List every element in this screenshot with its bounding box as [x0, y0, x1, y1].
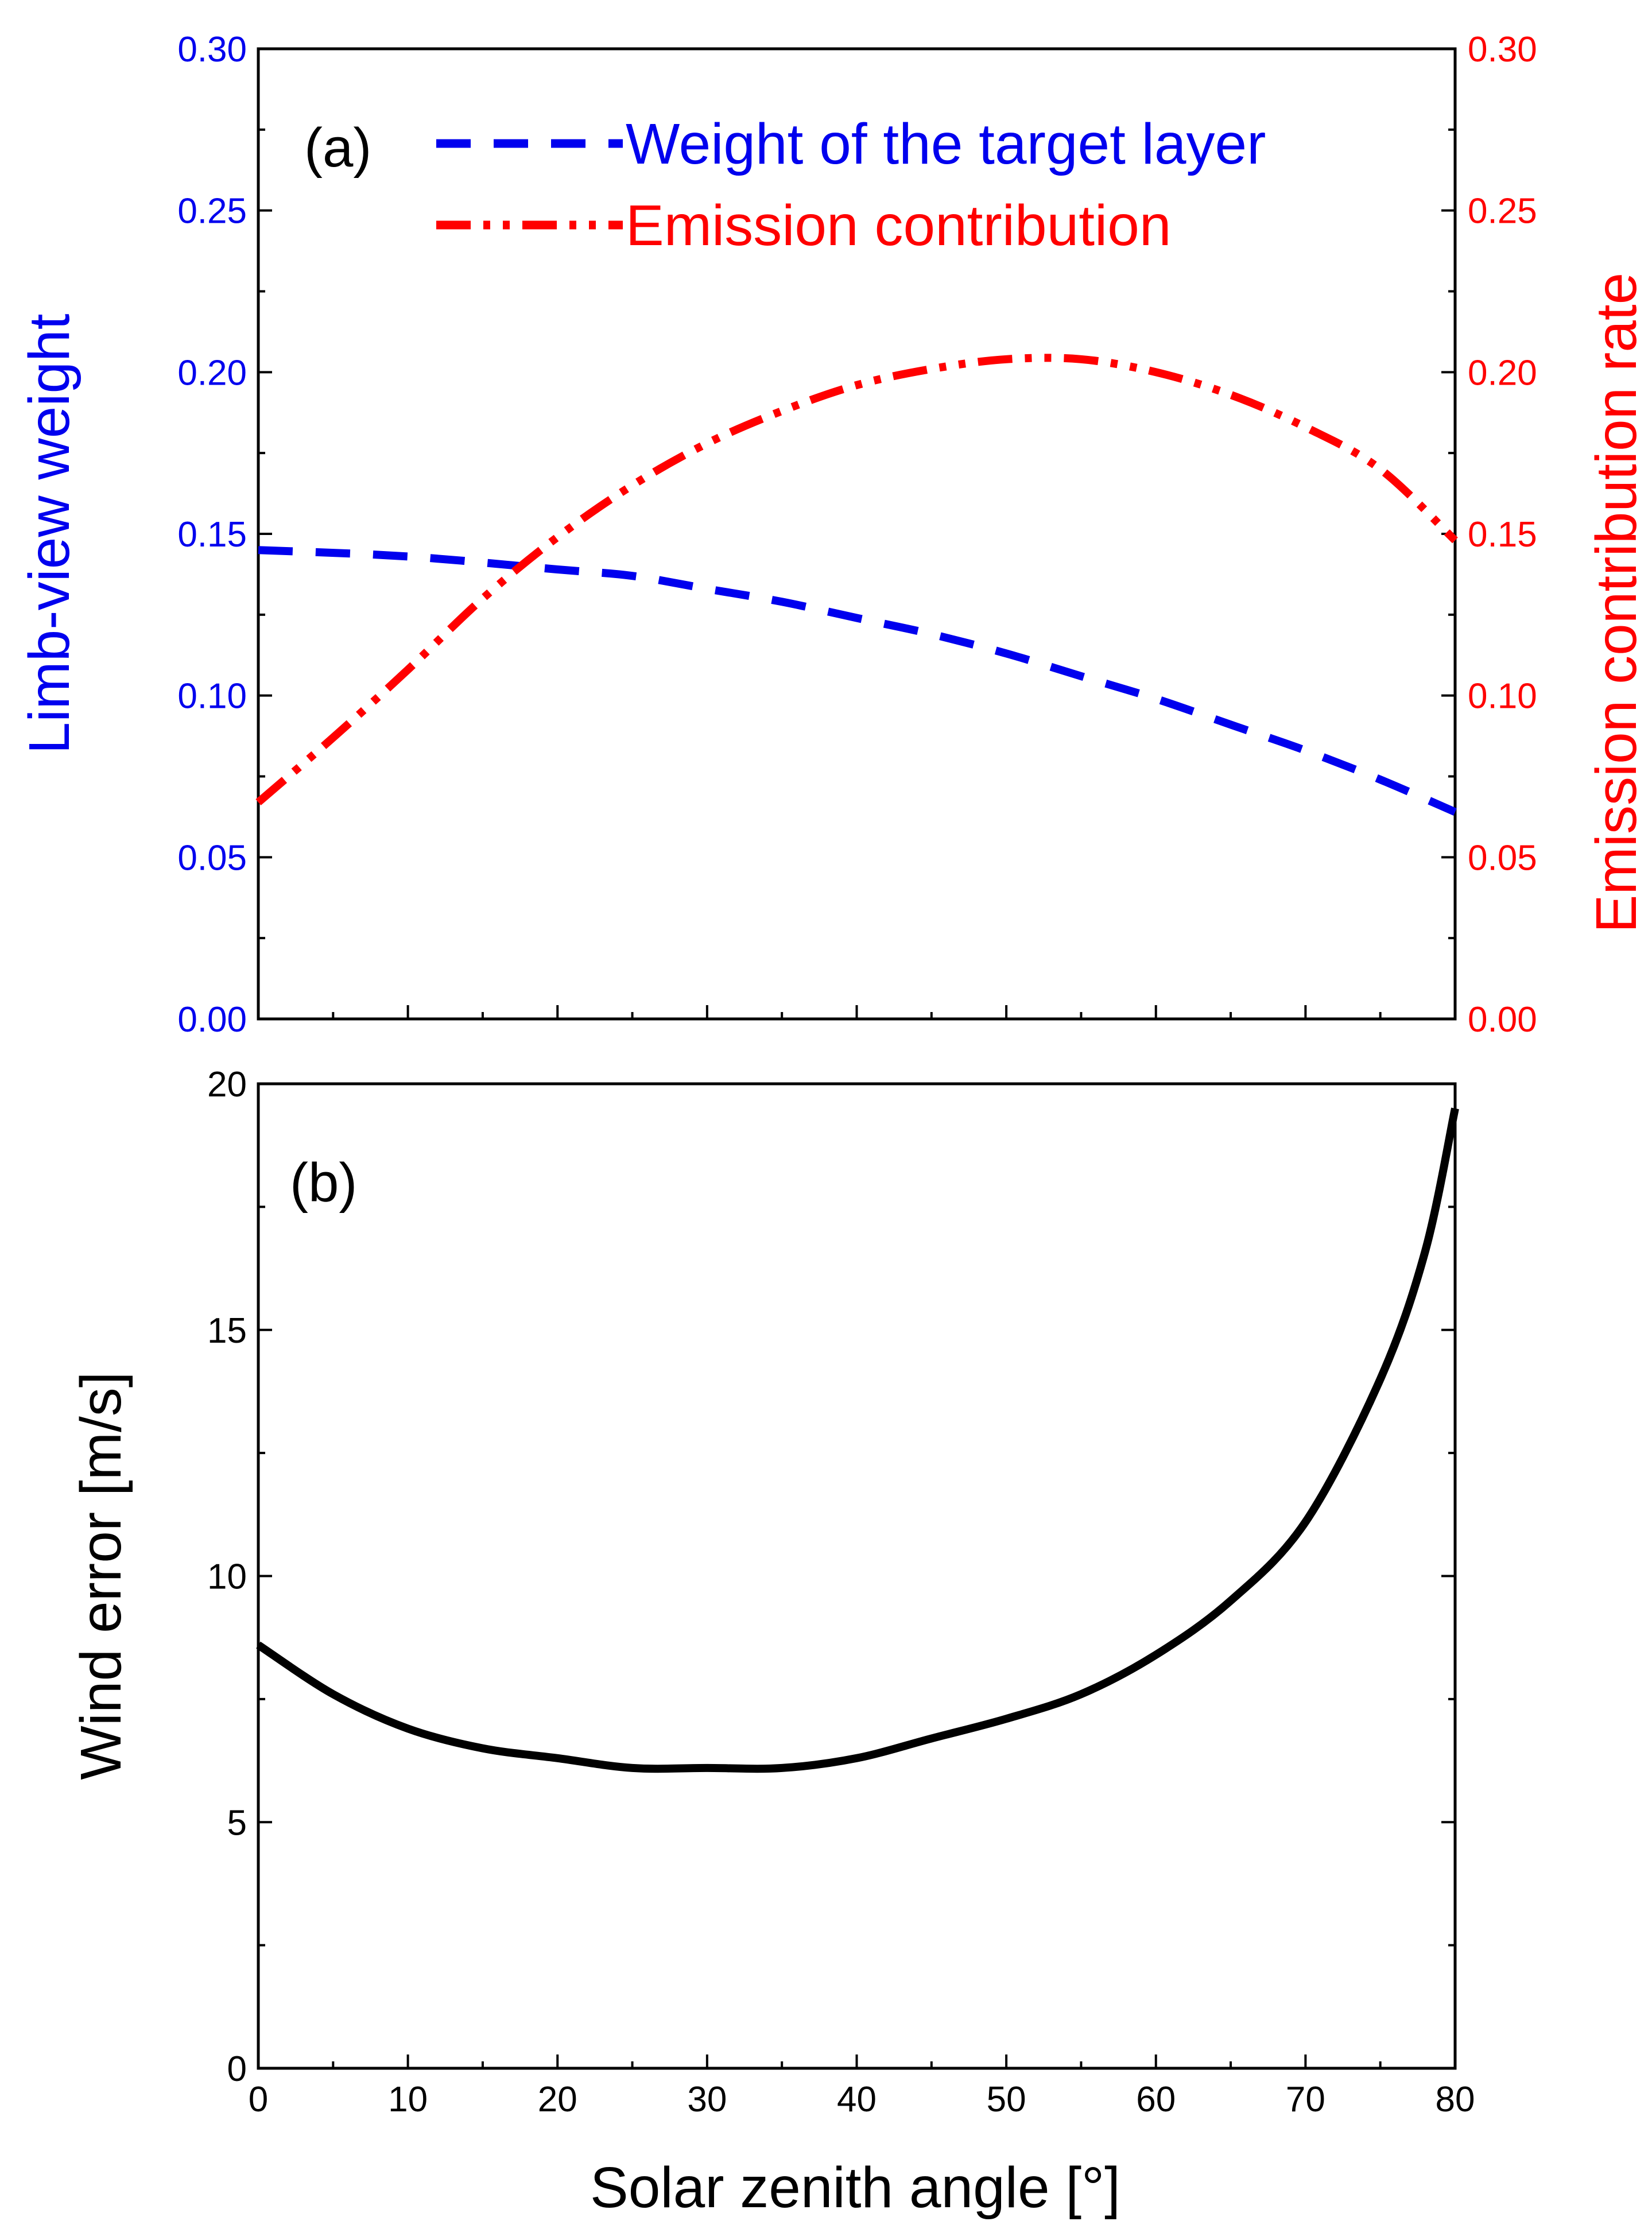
y-tick-label-right: 0.25: [1468, 192, 1537, 231]
panel-a-label: (a): [304, 117, 371, 179]
x-axis-title: Solar zenith angle [°]: [590, 2156, 1120, 2220]
legend-label-emission: Emission contribution: [626, 193, 1171, 258]
y-tick-label-left: 0.30: [177, 30, 247, 69]
x-tick-label: 20: [538, 2080, 577, 2119]
x-tick-label: 0: [249, 2080, 268, 2119]
y-tick-label-left: 0.10: [177, 677, 247, 716]
y-tick-label-b: 15: [207, 1311, 247, 1351]
panel-b-label: (b): [290, 1152, 357, 1214]
panel-b-frame: [257, 1082, 1457, 2070]
y-tick-label-left: 0.15: [177, 515, 247, 555]
x-tick-label: 50: [987, 2080, 1026, 2119]
x-tick-label: 10: [388, 2080, 428, 2119]
y-tick-label-right: 0.00: [1468, 1000, 1537, 1040]
y-tick-label-b: 0: [227, 2049, 247, 2089]
panel-b-series: [256, 1107, 1459, 1773]
y-tick-label-right: 0.05: [1468, 838, 1537, 878]
y-tick-label-left: 0.00: [177, 1000, 247, 1040]
panel-a-ticks: 0.00 0.05 0.10 0.15 0.20 0.25 0.30 0.00 0.05 0.10…: [177, 30, 1537, 1040]
panel-a: 0.00 0.05 0.10 0.15 0.20 0.25 0.30 0.00 0.05 0.10…: [17, 30, 1649, 1040]
x-tick-label: 60: [1136, 2080, 1176, 2119]
series-line-weight: [258, 546, 1457, 816]
y-tick-label-right: 0.20: [1468, 353, 1537, 393]
x-tick-label: 40: [837, 2080, 877, 2119]
y-tick-label-right: 0.15: [1468, 515, 1537, 555]
series-line-emission: [255, 354, 1458, 805]
y-axis-title-right: Emission contribution rate: [1584, 273, 1649, 933]
legend-label-weight: Weight of the target layer: [626, 112, 1266, 176]
y-axis-title-left: Limb-view weight: [17, 313, 82, 754]
y-tick-label-b: 5: [227, 1803, 247, 1843]
y-tick-label-b: 20: [207, 1065, 247, 1104]
y-tick-label-right: 0.30: [1468, 30, 1537, 69]
y-axis-title-b: Wind error [m/s]: [69, 1371, 133, 1780]
x-tick-label: 30: [687, 2080, 727, 2119]
panel-b: 0 10 20 30 40 50 60 70 80 0 5 10 15 20 (b) Wind error…: [69, 1065, 1475, 2119]
y-tick-label-left: 0.05: [177, 838, 247, 878]
legend: Weight of the target layer Emission cont…: [436, 112, 1266, 258]
y-tick-label-b: 10: [207, 1557, 247, 1597]
y-tick-label-right: 0.10: [1468, 677, 1537, 716]
y-tick-label-left: 0.20: [177, 353, 247, 393]
y-tick-label-left: 0.25: [177, 192, 247, 231]
series-line-wind-error: [256, 1107, 1459, 1773]
x-tick-label: 70: [1286, 2080, 1325, 2119]
panel-a-series: [255, 354, 1458, 816]
panel-b-ticks: 0 10 20 30 40 50 60 70 80 0 5 10 15 20: [207, 1065, 1475, 2119]
x-tick-label: 80: [1436, 2080, 1475, 2119]
